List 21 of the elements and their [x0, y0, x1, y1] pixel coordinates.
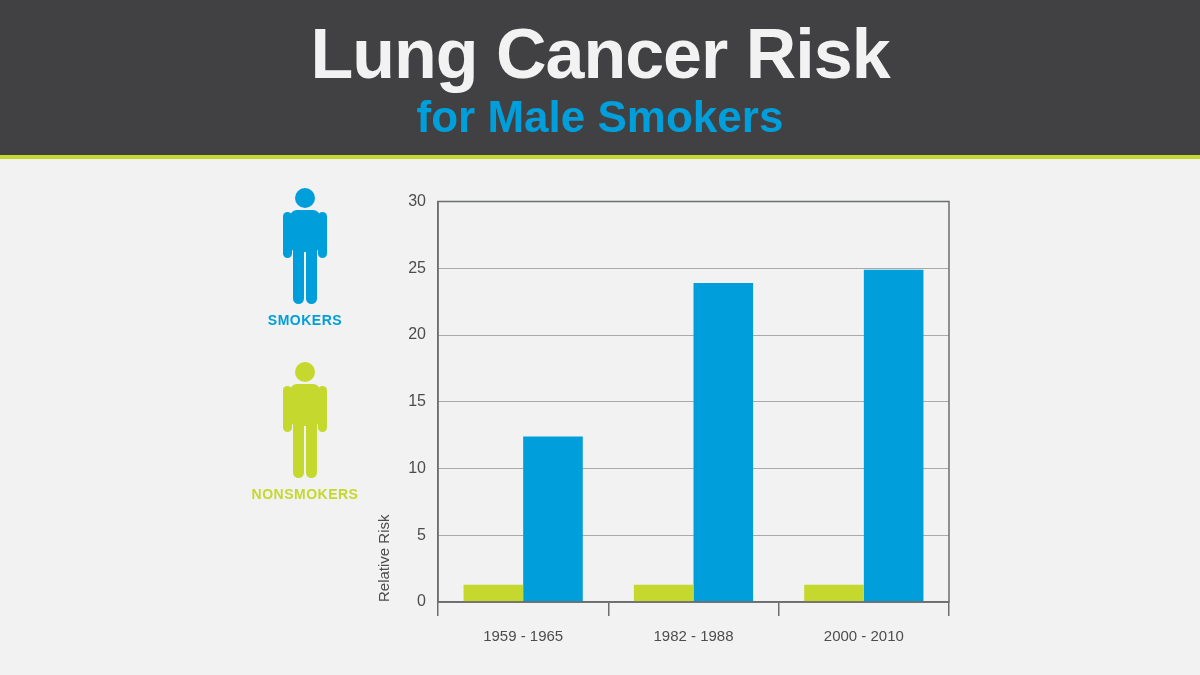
y-tick-label: 20	[408, 325, 427, 343]
chart-title: Lung Cancer Risk	[309, 15, 892, 93]
bar	[633, 584, 694, 602]
x-tick-label: 1959 - 1965	[483, 627, 564, 645]
y-axis-title: Relative Risk	[375, 513, 393, 602]
bar	[463, 584, 524, 602]
chart-subtitle: for Male Smokers	[416, 92, 785, 142]
text: SMOKERS	[267, 312, 343, 328]
bar	[863, 269, 924, 602]
y-tick-label: 10	[408, 458, 427, 476]
x-tick-label: 1982 - 1988	[653, 627, 734, 645]
y-tick-label: 30	[408, 192, 427, 210]
bar	[523, 436, 583, 602]
y-tick-label: 5	[417, 525, 427, 543]
bar	[693, 283, 754, 602]
y-tick-label: 25	[408, 258, 427, 276]
y-tick-label: 15	[408, 392, 427, 410]
x-tick-label: 2000 - 2010	[823, 627, 904, 645]
bar	[804, 584, 864, 602]
text: NONSMOKERS	[251, 486, 359, 502]
y-tick-label: 0	[417, 592, 427, 610]
